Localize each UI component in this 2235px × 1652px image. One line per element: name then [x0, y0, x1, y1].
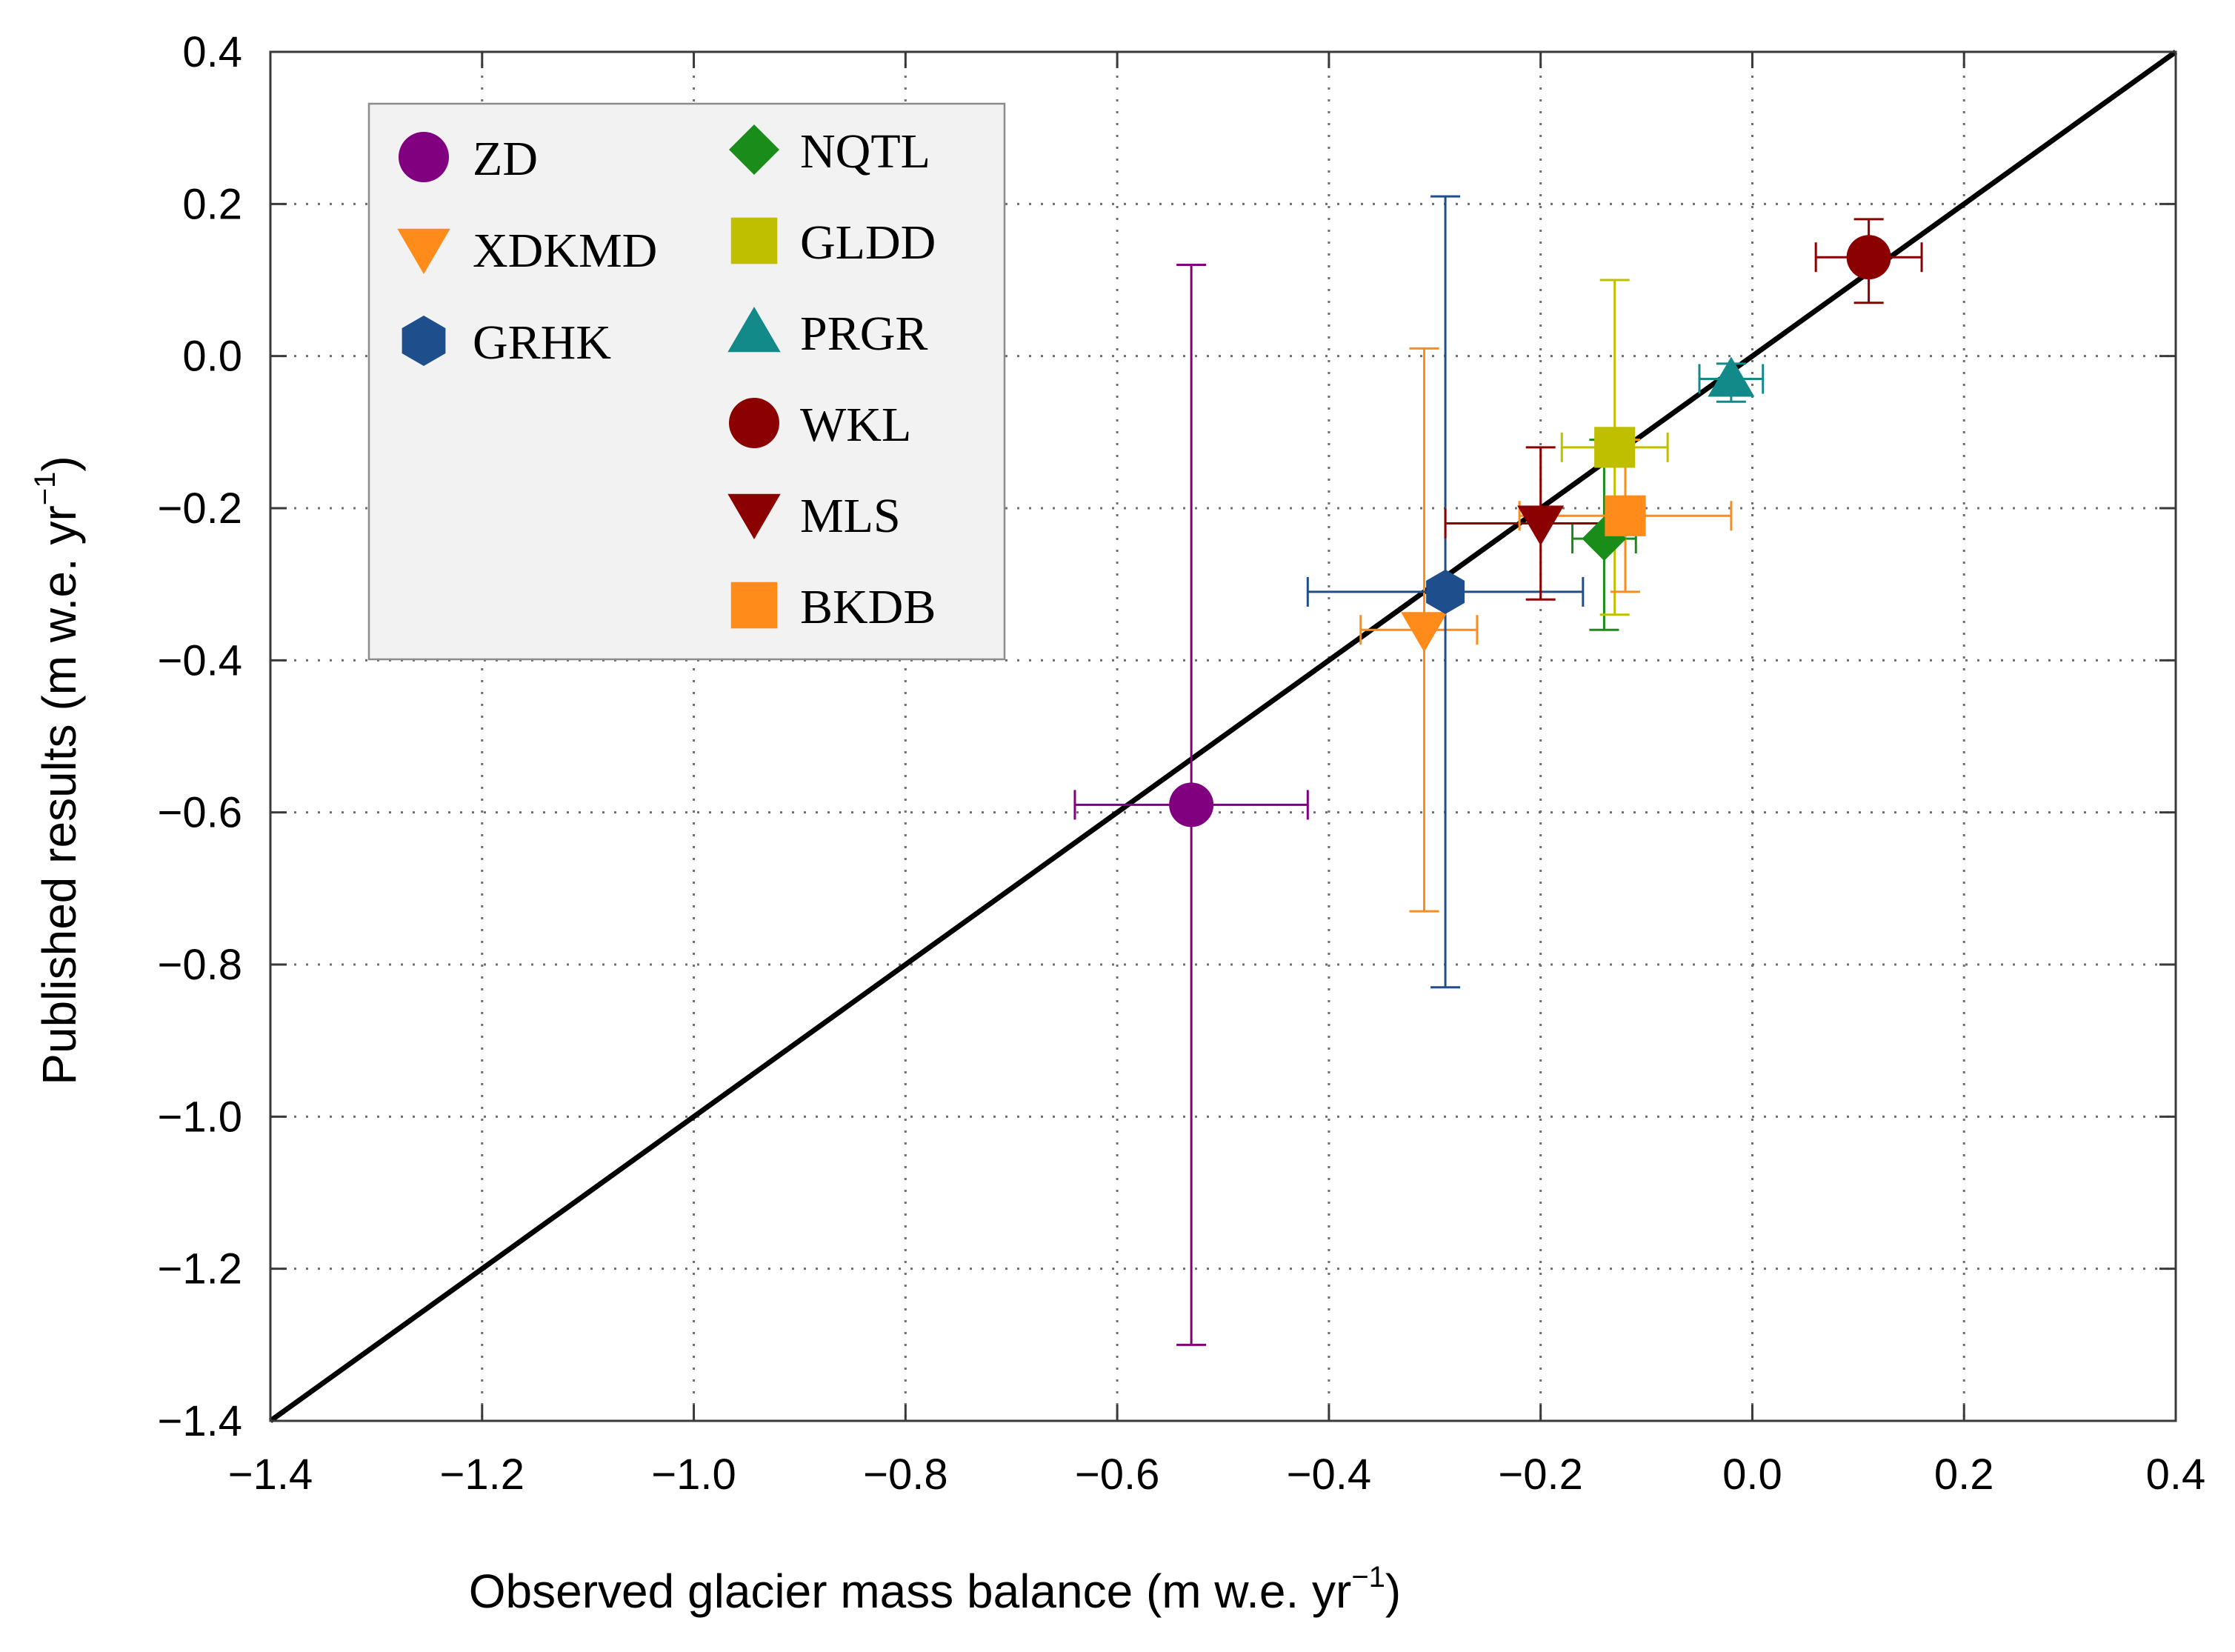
data-point-zd: [1169, 782, 1214, 827]
legend-marker-grhk: [402, 316, 446, 366]
legend-marker-xdkmd: [397, 228, 450, 274]
legend-label-wkl: WKL: [800, 398, 911, 452]
y-tick-label: −0.8: [158, 941, 243, 989]
x-tick-label: −1.2: [440, 1451, 525, 1499]
legend-box: [367, 102, 1006, 661]
x-tick-label: 0.4: [2146, 1451, 2206, 1499]
data-markers: [1169, 235, 1891, 827]
y-tick-label: 0.4: [182, 28, 242, 76]
legend-label-bkdb: BKDB: [800, 580, 936, 634]
x-axis-title-close: ): [1385, 1565, 1401, 1618]
y-tick-label: −0.2: [158, 484, 243, 533]
x-tick-label: −1.4: [228, 1451, 313, 1499]
y-axis-title: Published results (m w.e. yr−1): [29, 456, 86, 1085]
x-tick-label: −0.4: [1287, 1451, 1372, 1499]
reference-line-group: [268, 50, 2178, 1423]
x-tick-label: −1.0: [651, 1451, 736, 1499]
x-tick-label: −0.8: [863, 1451, 948, 1499]
legend-marker-prgr: [727, 307, 781, 353]
x-tick-label: −0.6: [1075, 1451, 1160, 1499]
y-axis-title-close: ): [33, 456, 86, 471]
y-axis-title-text: Published results (m w.e. yr: [33, 505, 86, 1085]
legend-label-gldd: GLDD: [800, 216, 936, 270]
legend: ZD XDKMD GRHK NQTL GLDD PRGR WKL MLS BKDB: [367, 102, 1006, 661]
y-axis-title-exponent: −1: [29, 472, 61, 506]
x-tick-label: −0.2: [1498, 1451, 1583, 1499]
data-point-gldd: [1594, 427, 1636, 468]
data-point-prgr: [1708, 356, 1755, 397]
legend-marker-wkl: [729, 398, 779, 448]
data-point-grhk: [1426, 569, 1465, 614]
y-tick-label: 0.0: [182, 333, 242, 381]
legend-marker-zd: [399, 132, 449, 182]
error-bars: [1073, 195, 1923, 1346]
plot-frame: [269, 50, 2177, 1422]
data-point-wkl: [1846, 235, 1891, 280]
y-tick-label: 0.2: [182, 180, 242, 228]
data-point-mls: [1517, 505, 1565, 546]
legend-marker-bkdb: [730, 582, 778, 629]
legend-label-prgr: PRGR: [800, 307, 927, 361]
legend-label-nqtl: NQTL: [800, 124, 930, 179]
legend-marker-mls: [727, 493, 781, 539]
plot-border: [269, 50, 2177, 1422]
legend-marker-gldd: [730, 217, 778, 264]
data-point-bkdb: [1605, 495, 1646, 536]
x-tick-label: 0.2: [1934, 1451, 1994, 1499]
legend-label-grhk: GRHK: [473, 316, 611, 370]
legend-label-mls: MLS: [800, 489, 901, 543]
y-tick-label: −0.6: [158, 789, 243, 837]
y-tick-label: −1.2: [158, 1245, 243, 1293]
x-axis-title: Observed glacier mass balance (m w.e. yr…: [469, 1561, 1401, 1618]
y-tick-label: −0.4: [158, 636, 243, 685]
x-tick-label: 0.0: [1722, 1451, 1782, 1499]
reference-line: [268, 50, 2178, 1423]
legend-marker-nqtl: [729, 124, 779, 175]
x-axis-title-exponent: −1: [1351, 1561, 1385, 1593]
y-tick-label: −1.4: [158, 1397, 243, 1445]
data-point-xdkmd: [1400, 612, 1448, 653]
axis-ticks: −1.4 −1.2 −1.0 −0.8 −0.6 −0.4 −0.2 0.0 0.2 0.4 −1.…: [158, 28, 2206, 1499]
x-axis-title-text: Observed glacier mass balance (m w.e. yr: [469, 1565, 1352, 1618]
legend-label-zd: ZD: [473, 132, 538, 186]
y-tick-label: −1.0: [158, 1093, 243, 1141]
legend-label-xdkmd: XDKMD: [473, 224, 657, 278]
